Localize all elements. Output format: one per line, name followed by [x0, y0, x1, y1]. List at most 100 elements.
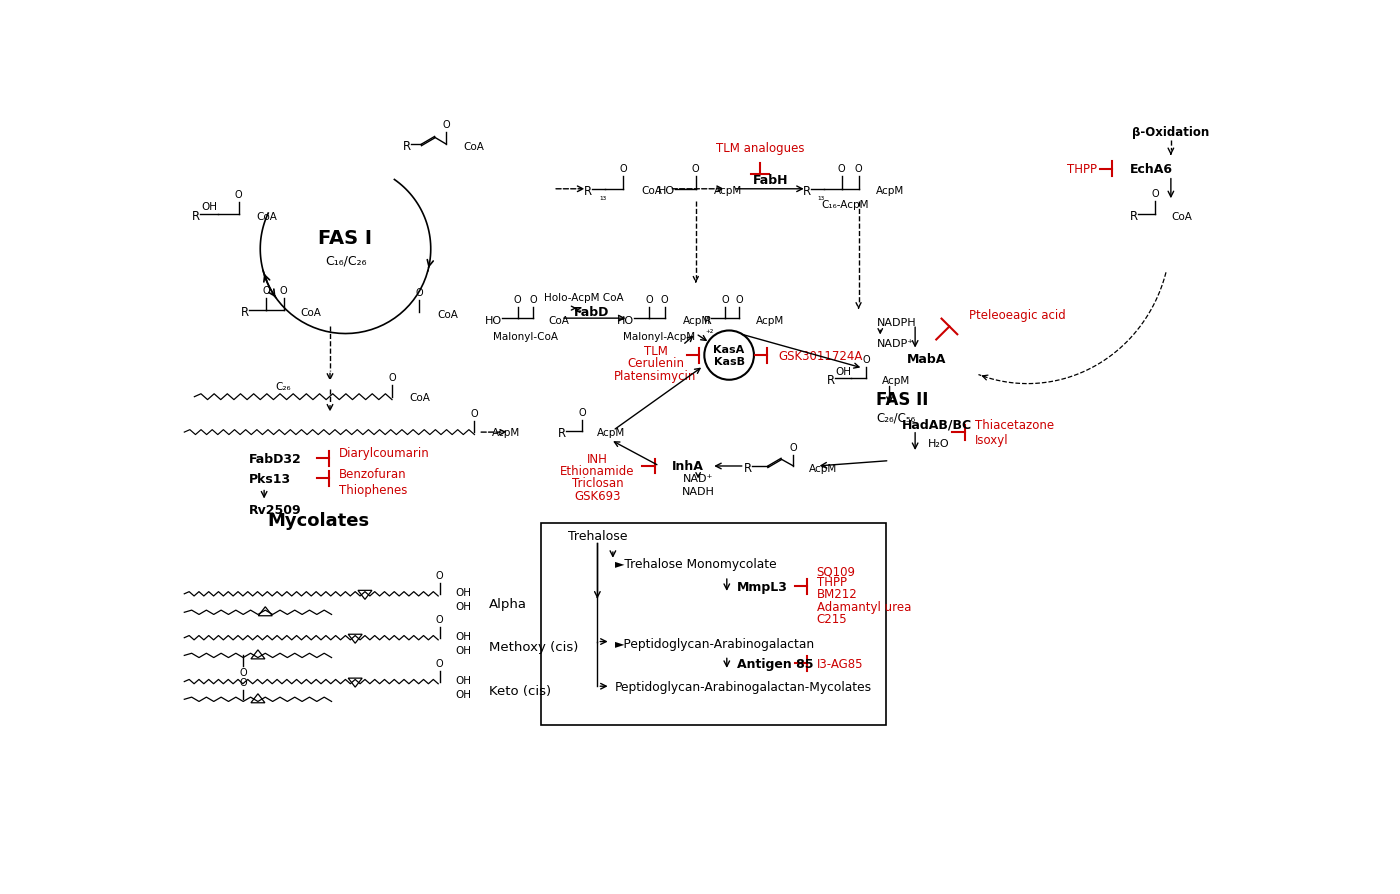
Text: AcpM: AcpM	[756, 316, 784, 325]
Text: R: R	[802, 185, 811, 198]
Text: C₂₆: C₂₆	[276, 382, 291, 392]
Text: AcpM: AcpM	[876, 186, 904, 196]
Text: O: O	[661, 295, 669, 305]
Text: TLM analogues: TLM analogues	[715, 141, 805, 155]
Text: O: O	[645, 295, 654, 305]
Text: O: O	[435, 570, 444, 580]
Text: O: O	[239, 668, 246, 678]
Text: GSK693: GSK693	[574, 489, 620, 502]
Text: OH: OH	[455, 602, 472, 611]
Text: OH: OH	[455, 587, 472, 597]
Text: O: O	[721, 295, 729, 305]
Text: FabH: FabH	[752, 173, 788, 187]
Text: H₂O: H₂O	[928, 438, 949, 449]
Text: ►Peptidoglycan-Arabinogalactan: ►Peptidoglycan-Arabinogalactan	[615, 637, 815, 650]
Text: GSK3011724A: GSK3011724A	[778, 350, 862, 362]
Text: β-Oxidation: β-Oxidation	[1133, 126, 1210, 139]
Text: Platensimycin: Platensimycin	[615, 369, 697, 383]
Text: R: R	[745, 461, 752, 475]
Text: C₁₆/C₂₆: C₁₆/C₂₆	[325, 255, 367, 267]
Text: MabA: MabA	[907, 352, 946, 366]
Text: AcpM: AcpM	[491, 427, 519, 438]
Text: I3-AG85: I3-AG85	[816, 657, 864, 670]
Text: O: O	[529, 295, 536, 305]
Text: O: O	[514, 295, 521, 305]
Text: AcpM: AcpM	[882, 375, 910, 385]
Text: Rv2509: Rv2509	[249, 503, 301, 516]
Text: R: R	[584, 185, 592, 198]
Text: OH: OH	[455, 631, 472, 641]
Text: O: O	[435, 658, 444, 668]
Text: Alpha: Alpha	[489, 597, 526, 610]
Text: O: O	[735, 295, 743, 305]
Text: R: R	[192, 210, 200, 223]
Text: O: O	[239, 678, 246, 687]
Text: O: O	[790, 443, 797, 452]
Text: Thiacetazone: Thiacetazone	[974, 418, 1054, 432]
Text: Cerulenin: Cerulenin	[627, 357, 685, 370]
Text: O: O	[263, 286, 270, 296]
Text: Ethionamide: Ethionamide	[560, 465, 634, 477]
Text: CoA: CoA	[463, 141, 484, 151]
Text: HO: HO	[616, 316, 634, 325]
Text: FAS I: FAS I	[319, 229, 372, 248]
Text: OH: OH	[455, 645, 472, 655]
Text: SQ109: SQ109	[816, 565, 855, 578]
Text: R: R	[559, 426, 567, 439]
Text: HadAB/BC: HadAB/BC	[902, 418, 972, 432]
Text: KasB: KasB	[714, 357, 745, 367]
Text: ₁₃: ₁₃	[599, 193, 606, 202]
Text: R: R	[403, 140, 412, 153]
Text: Pteleoeagic acid: Pteleoeagic acid	[969, 308, 1067, 322]
Text: CoA: CoA	[641, 186, 662, 196]
Text: BM212: BM212	[816, 587, 857, 601]
Text: CoA: CoA	[409, 392, 430, 402]
Text: Malonyl-CoA: Malonyl-CoA	[493, 332, 557, 342]
Text: ₊₂: ₊₂	[706, 325, 714, 335]
Text: Pks13: Pks13	[249, 472, 291, 485]
Text: R: R	[241, 306, 249, 319]
Text: Adamantyl urea: Adamantyl urea	[816, 600, 911, 613]
Text: TLM: TLM	[644, 344, 668, 358]
Text: THPP: THPP	[816, 576, 847, 588]
Text: HO: HO	[484, 316, 503, 325]
Text: CoA: CoA	[437, 309, 458, 319]
Text: O: O	[235, 190, 242, 199]
Text: HO: HO	[658, 186, 675, 196]
Text: FabD32: FabD32	[249, 452, 301, 465]
Text: O: O	[388, 373, 396, 383]
Text: Trehalose: Trehalose	[567, 529, 627, 542]
Text: ►Trehalose Monomycolate: ►Trehalose Monomycolate	[615, 557, 777, 569]
Text: NADPH: NADPH	[876, 317, 916, 327]
Text: O: O	[470, 409, 479, 418]
Text: CoA: CoA	[256, 212, 277, 222]
Text: O: O	[855, 164, 862, 174]
Text: O: O	[280, 286, 287, 296]
Text: Mycolates: Mycolates	[267, 511, 370, 529]
Text: O: O	[619, 164, 627, 174]
Circle shape	[704, 331, 755, 380]
Text: OH: OH	[455, 675, 472, 686]
Text: C215: C215	[816, 612, 847, 625]
Text: Methoxy (cis): Methoxy (cis)	[489, 641, 578, 654]
Text: O: O	[416, 287, 423, 298]
Text: O: O	[692, 164, 700, 174]
Text: O: O	[837, 164, 846, 174]
Text: InhA: InhA	[672, 460, 704, 473]
Text: O: O	[435, 614, 444, 624]
Text: O: O	[578, 408, 585, 417]
Text: KasA: KasA	[714, 344, 745, 355]
Text: CoA: CoA	[549, 316, 570, 325]
Text: O: O	[442, 120, 449, 130]
Text: OH: OH	[202, 201, 218, 212]
Text: MmpL3: MmpL3	[736, 580, 788, 593]
Text: R: R	[704, 316, 711, 325]
Text: O: O	[1152, 189, 1159, 198]
Text: Antigen 85: Antigen 85	[736, 657, 813, 670]
Text: CoA: CoA	[301, 308, 322, 317]
Text: NADP⁺: NADP⁺	[876, 339, 913, 349]
Text: Keto (cis): Keto (cis)	[489, 685, 552, 697]
Text: R: R	[827, 374, 836, 387]
Text: Triclosan: Triclosan	[571, 477, 623, 490]
Text: O: O	[862, 355, 871, 365]
